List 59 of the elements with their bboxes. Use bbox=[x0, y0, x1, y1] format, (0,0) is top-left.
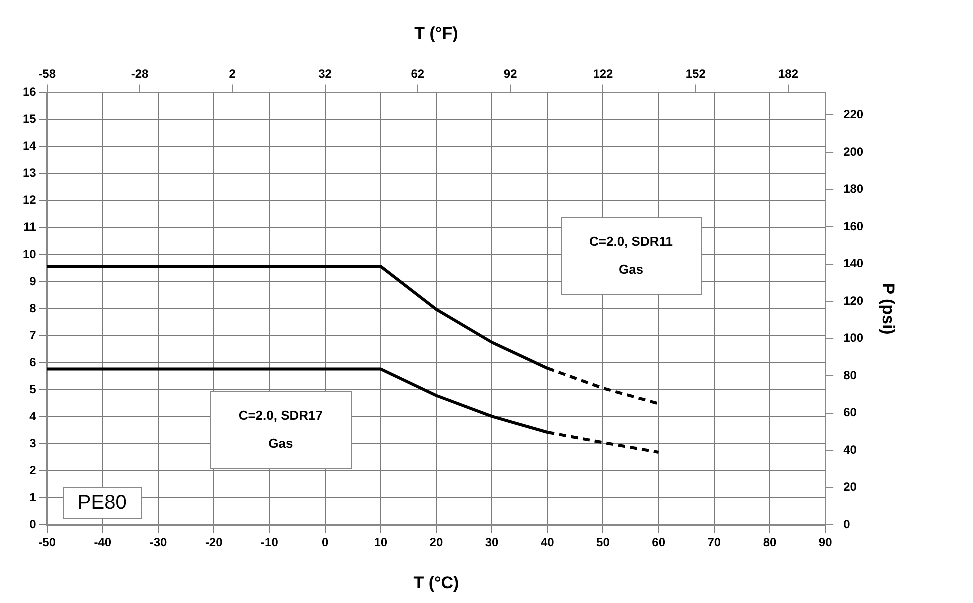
x-tick-label: 20 bbox=[430, 536, 444, 550]
y-tick-label: 11 bbox=[24, 220, 37, 234]
y-tick-label: 16 bbox=[22, 85, 37, 100]
y2-tick-label: 80 bbox=[844, 368, 858, 382]
x2-tick-label: 92 bbox=[504, 66, 518, 81]
y-tick-label: 1 bbox=[30, 490, 37, 504]
y2-tick-label: 60 bbox=[844, 406, 858, 420]
y2-axis-title: P (psi) bbox=[879, 283, 898, 335]
x2-tick-label: 152 bbox=[686, 66, 706, 81]
y-tick-label: 0 bbox=[30, 518, 37, 532]
y2-tick-label: 120 bbox=[844, 294, 864, 308]
x2-tick-label: 2 bbox=[229, 66, 236, 81]
y2-tick-label: 200 bbox=[844, 144, 864, 159]
y2-tick-label: 20 bbox=[844, 480, 858, 494]
y-tick-label: 3 bbox=[30, 436, 37, 450]
y-tick-label: 15 bbox=[22, 112, 37, 126]
y-tick-label: 12 bbox=[22, 193, 37, 208]
y2-tick-label: 0 bbox=[844, 518, 851, 532]
x-tick-label: -30 bbox=[150, 536, 168, 550]
x2-axis-title: T (°F) bbox=[414, 24, 458, 43]
y2-tick-label: 180 bbox=[844, 182, 864, 196]
x-tick-label: 0 bbox=[322, 536, 329, 550]
x-axis-title: T (°C) bbox=[414, 573, 460, 592]
y-tick-label: 8 bbox=[30, 301, 37, 316]
y-tick-label: 9 bbox=[30, 274, 37, 288]
x-tick-label: 90 bbox=[818, 536, 833, 550]
x-tick-label: -20 bbox=[205, 536, 224, 550]
x-tick-label: 70 bbox=[708, 536, 722, 550]
y2-tick-label: 40 bbox=[844, 442, 858, 457]
y-tick-label: 6 bbox=[30, 355, 37, 370]
text-box: C=2.0, SDR11 Gas bbox=[560, 217, 702, 296]
x-tick-label: 40 bbox=[540, 536, 555, 550]
x-tick-label: 50 bbox=[596, 536, 610, 550]
y-tick-label: 13 bbox=[22, 166, 37, 180]
y2-tick-label: 160 bbox=[844, 219, 864, 234]
x2-tick-label: -28 bbox=[131, 66, 149, 81]
x2-tick-label: -58 bbox=[38, 66, 56, 81]
x-tick-label: 30 bbox=[485, 536, 500, 550]
text-box: C=2.0, SDR17 Gas bbox=[210, 391, 352, 470]
y-tick-label: 7 bbox=[30, 328, 37, 342]
y2-tick-label: 100 bbox=[844, 331, 864, 346]
y-tick-label: 14 bbox=[22, 139, 37, 154]
x-tick-label: -40 bbox=[94, 536, 112, 550]
y-tick-label: 10 bbox=[22, 247, 37, 262]
y-tick-label: 2 bbox=[30, 463, 37, 478]
x-tick-label: 80 bbox=[763, 536, 777, 550]
x2-tick-label: 32 bbox=[318, 66, 332, 81]
x2-tick-label: 182 bbox=[778, 66, 799, 81]
x-tick-label: 60 bbox=[652, 536, 666, 550]
text-box: PE80 bbox=[62, 486, 142, 519]
x2-tick-label: 62 bbox=[411, 66, 425, 81]
y-tick-label: 5 bbox=[30, 382, 37, 396]
x-tick-label: -50 bbox=[38, 536, 56, 550]
x2-tick-label: 122 bbox=[593, 66, 614, 81]
y-tick-label: 4 bbox=[30, 409, 37, 424]
x-tick-label: -10 bbox=[261, 536, 279, 550]
x-tick-label: 10 bbox=[374, 536, 388, 550]
y2-tick-label: 220 bbox=[844, 107, 864, 122]
y2-tick-label: 140 bbox=[844, 256, 864, 271]
